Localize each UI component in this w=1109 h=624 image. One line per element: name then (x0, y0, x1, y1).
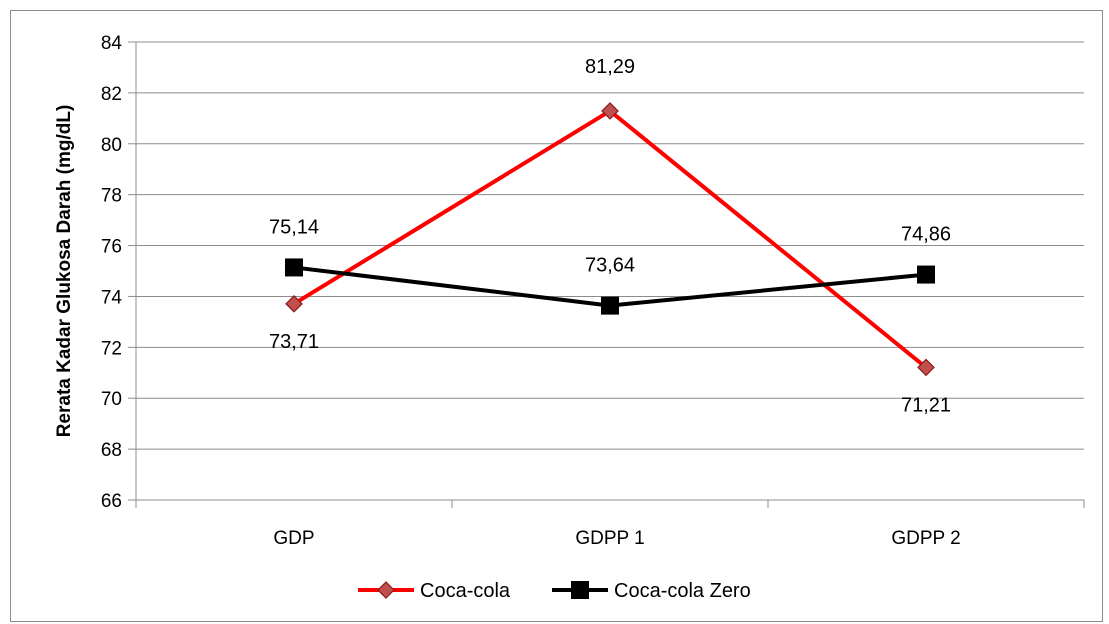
data-point (285, 294, 303, 313)
x-tick-labels: GDP GDPP 1 GDPP 2 (273, 528, 960, 549)
data-point (917, 265, 935, 284)
legend-label: Coca-cola Zero (614, 580, 751, 602)
data-label: 71,21 (901, 394, 951, 416)
y-tick-label: 70 (101, 389, 122, 410)
y-tick-labels: 66 68 70 72 74 76 78 80 82 84 (101, 33, 123, 512)
data-label: 75,14 (269, 216, 319, 238)
x-tick-label: GDP (273, 528, 314, 549)
y-tick-label: 68 (101, 440, 122, 461)
y-tick-label: 84 (101, 33, 123, 54)
y-tick-label: 78 (101, 186, 122, 207)
legend-marker (377, 581, 395, 599)
legend-item: Coca-cola Zero (552, 580, 751, 602)
y-tick-label: 76 (101, 237, 122, 258)
y-tick-label: 82 (101, 84, 122, 105)
data-label: 74,86 (901, 224, 951, 246)
series-layer (285, 102, 935, 377)
y-axis-title: Rerata Kadar Glukosa Darah (mg/dL) (54, 105, 75, 438)
data-labels: 73,71 81,29 71,21 75,14 73,64 74,86 (269, 56, 951, 416)
legend-label: Coca-cola (420, 580, 511, 602)
legend-marker (571, 581, 589, 599)
data-point (601, 296, 619, 315)
data-label: 73,64 (585, 255, 635, 277)
gridlines (136, 41, 1084, 450)
y-tick-label: 72 (101, 338, 122, 359)
data-point (285, 258, 303, 277)
y-tick-label: 66 (101, 491, 122, 512)
axes (128, 41, 1085, 508)
x-tick-label: GDPP 2 (891, 528, 960, 549)
data-point (917, 358, 935, 377)
legend-item: Coca-cola (358, 580, 511, 602)
data-label: 73,71 (269, 331, 319, 353)
data-label: 81,29 (585, 56, 635, 78)
legend: Coca-cola Coca-cola Zero (358, 580, 751, 602)
y-tick-label: 74 (101, 287, 123, 308)
series-line-coca-cola (292, 108, 928, 369)
x-tick-label: GDPP 1 (575, 528, 644, 549)
data-point (601, 102, 619, 120)
y-tick-label: 80 (101, 135, 122, 156)
chart-frame (10, 10, 1103, 622)
